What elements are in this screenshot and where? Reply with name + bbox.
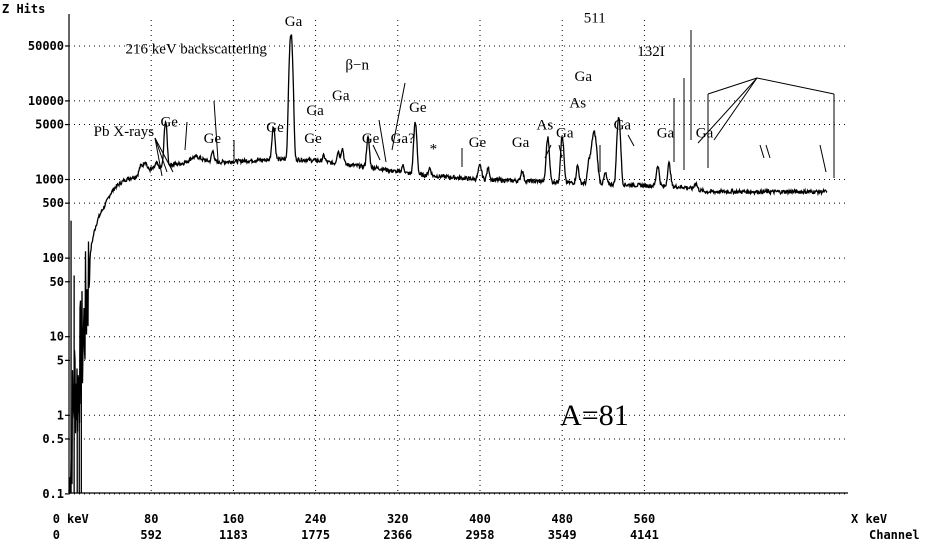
peak-label-ga: Ga (332, 88, 350, 104)
peak-label-ga: Ga (512, 135, 530, 151)
annotation-leader (756, 77, 835, 95)
star-marker: * (430, 141, 438, 157)
peak-label-ge: Ge (409, 100, 427, 116)
annotation-leader (819, 144, 827, 173)
x-unit-label: keV (67, 512, 89, 526)
y-tick-label: 10000 (28, 94, 64, 108)
channel-tick-label: 1183 (219, 528, 248, 542)
beta-n-label: β−n (345, 58, 369, 74)
y-tick-label: 1 (57, 408, 64, 422)
y-tick-label: 500 (42, 196, 64, 210)
spectrum-line (68, 34, 828, 494)
x-tick-label: 0 (53, 512, 60, 526)
spectrum-series (68, 34, 828, 494)
annotation-leader (765, 144, 771, 159)
peak-label-ge: Ge (469, 135, 487, 151)
mass-label: A=81 (560, 399, 629, 432)
channel-tick-label: 4141 (630, 528, 659, 542)
axes (68, 14, 848, 494)
y-tick-label: 0.5 (42, 432, 64, 446)
annotation-leader (544, 144, 552, 159)
peak-label-ge: Ge (160, 115, 178, 131)
y-tick-label: 5 (57, 353, 64, 367)
x-tick-label: 560 (634, 512, 656, 526)
y-tick-label: 0.1 (42, 487, 64, 501)
peak-label-ga: Ga (285, 14, 303, 30)
channel-tick-label: 2958 (466, 528, 495, 542)
x-tick-label: 80 (144, 512, 158, 526)
peak-label-ga: Ga (556, 126, 574, 142)
x-tick-label: 480 (551, 512, 573, 526)
y-tick-label: 100 (42, 251, 64, 265)
peak-label-ge: Ge (304, 131, 322, 147)
y-tick-labels: 0.1 0.5 1 5 10 50 100 500 1000 5000 10000 50000 (28, 39, 69, 501)
annotation-leader (558, 144, 563, 159)
x-tick-label: 240 (305, 512, 327, 526)
peak-label-as: As (569, 96, 586, 112)
annotation-leader (707, 77, 758, 95)
x-tick-labels: 0 0 80 592 160 1183 240 1775 320 2366 400 2958 480 35… (53, 512, 659, 542)
x-axis-label: X keV (851, 512, 887, 526)
peak-label-ga: Ga (306, 103, 324, 119)
annotation-leader (154, 137, 163, 177)
channel-tick-label: 1775 (301, 528, 330, 542)
backscatter-label: 216 keV backscattering (126, 42, 268, 58)
peak-label-ga: Ga (696, 126, 714, 142)
annotation-leader (391, 82, 406, 151)
y-tick-label: 50000 (28, 39, 64, 53)
y-tick-label: 1000 (35, 173, 64, 187)
y-tick-label: 50 (50, 275, 64, 289)
y-tick-label: 10 (50, 330, 64, 344)
annotation-leader (154, 137, 174, 173)
peak-511-label: 511 (584, 10, 606, 26)
i132-label: 132I (637, 44, 665, 60)
peak-label-ga: Ga? (391, 131, 415, 147)
channel-tick-label: 2366 (383, 528, 412, 542)
annotation-leader (378, 119, 387, 163)
peak-label-ge: Ge (266, 120, 284, 136)
y-axis-label: Z Hits (2, 2, 45, 16)
annotation-leader (213, 100, 219, 161)
x-tick-label: 160 (223, 512, 245, 526)
annotation-leader (713, 77, 758, 141)
channel-tick-label: 592 (140, 528, 162, 542)
annotations: Pb X-rays 216 keV backscattering Ga Ge Ge Ge G… (94, 10, 835, 432)
peak-label-ge: Ge (362, 131, 380, 147)
channel-axis-label: Channel (869, 528, 920, 542)
channel-tick-label: 0 (53, 528, 60, 542)
peak-label-ga: Ga (657, 126, 675, 142)
x-tick-label: 320 (387, 512, 409, 526)
channel-tick-label: 3549 (548, 528, 577, 542)
annotation-leader (627, 134, 635, 147)
x-tick-label: 400 (469, 512, 491, 526)
peak-label-ga: Ga (614, 118, 632, 134)
grid (69, 20, 848, 495)
pb-xrays-label: Pb X-rays (94, 124, 155, 140)
annotation-leader (184, 121, 188, 151)
y-tick-label: 5000 (35, 118, 64, 132)
peak-label-ge: Ge (204, 131, 222, 147)
annotation-leader (154, 137, 168, 173)
peak-label-ga: Ga (575, 69, 593, 85)
annotation-leader (372, 144, 381, 161)
annotation-leader (759, 144, 765, 159)
peak-label-as: As (537, 118, 554, 134)
